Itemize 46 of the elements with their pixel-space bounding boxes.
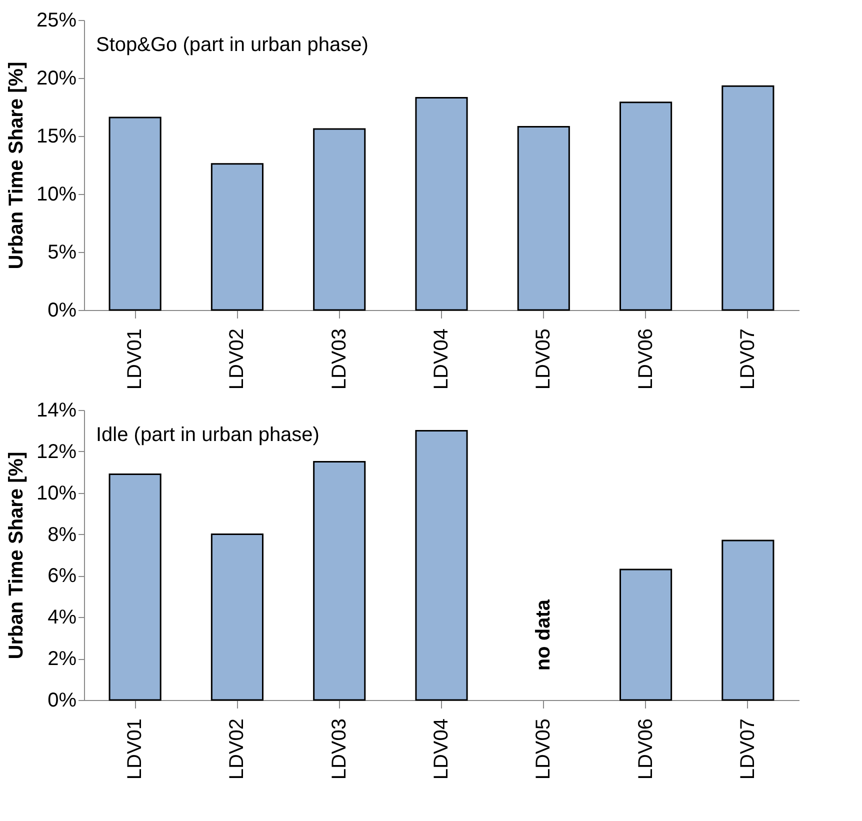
- x-tick-label: LDV02: [226, 718, 248, 780]
- bar: [210, 163, 264, 311]
- x-tick-label: LDV02: [226, 328, 248, 390]
- y-tick-label: 0%: [48, 690, 77, 712]
- bar: [620, 568, 672, 701]
- annotation: no data: [532, 598, 555, 671]
- x-tick-label: LDV01: [124, 328, 146, 390]
- y-tick-label: 10%: [36, 184, 77, 206]
- x-tick-label: LDV03: [328, 718, 350, 780]
- bar: [313, 461, 366, 701]
- y-tick-label: 5%: [48, 242, 77, 264]
- y-axis-title: Urban Time Share [%]: [5, 452, 28, 660]
- y-tick-label: 8%: [48, 524, 77, 546]
- y-tick-label: 10%: [36, 482, 77, 504]
- text: Stop&Go (part in urban phase): [96, 34, 368, 56]
- x-tick-label: LDV04: [430, 328, 452, 390]
- bar: [620, 102, 672, 311]
- x-tick-label: LDV07: [736, 718, 759, 780]
- y-tick-label: 4%: [48, 606, 77, 629]
- x-tick-label: LDV07: [736, 328, 759, 390]
- bar: [108, 116, 162, 311]
- bar: [415, 96, 468, 311]
- bar: [108, 473, 162, 701]
- x-tick-label: LDV03: [328, 328, 350, 390]
- bar: [210, 534, 264, 701]
- x-tick-label: LDV04: [430, 718, 452, 780]
- y-tick-label: 2%: [48, 648, 77, 670]
- bar: [722, 540, 774, 701]
- bar: [415, 430, 468, 701]
- y-tick-label: 6%: [48, 565, 77, 588]
- x-tick-label: LDV05: [532, 328, 555, 390]
- x-tick-label: LDV01: [124, 718, 146, 780]
- y-tick-label: 0%: [48, 300, 77, 322]
- text: Idle (part in urban phase): [96, 424, 320, 446]
- y-tick-label: 20%: [36, 68, 77, 90]
- y-axis-title: Urban Time Share [%]: [5, 62, 28, 270]
- bar: [517, 126, 570, 311]
- y-tick-label: 14%: [36, 400, 77, 422]
- x-tick-label: LDV05: [532, 718, 555, 780]
- y-tick-label: 25%: [36, 10, 77, 32]
- bar: [722, 85, 774, 311]
- bar: [313, 128, 366, 311]
- y-tick-label: 12%: [36, 440, 77, 463]
- x-tick-label: LDV06: [634, 328, 657, 390]
- x-tick-label: LDV06: [634, 718, 657, 780]
- y-tick-label: 15%: [36, 126, 77, 148]
